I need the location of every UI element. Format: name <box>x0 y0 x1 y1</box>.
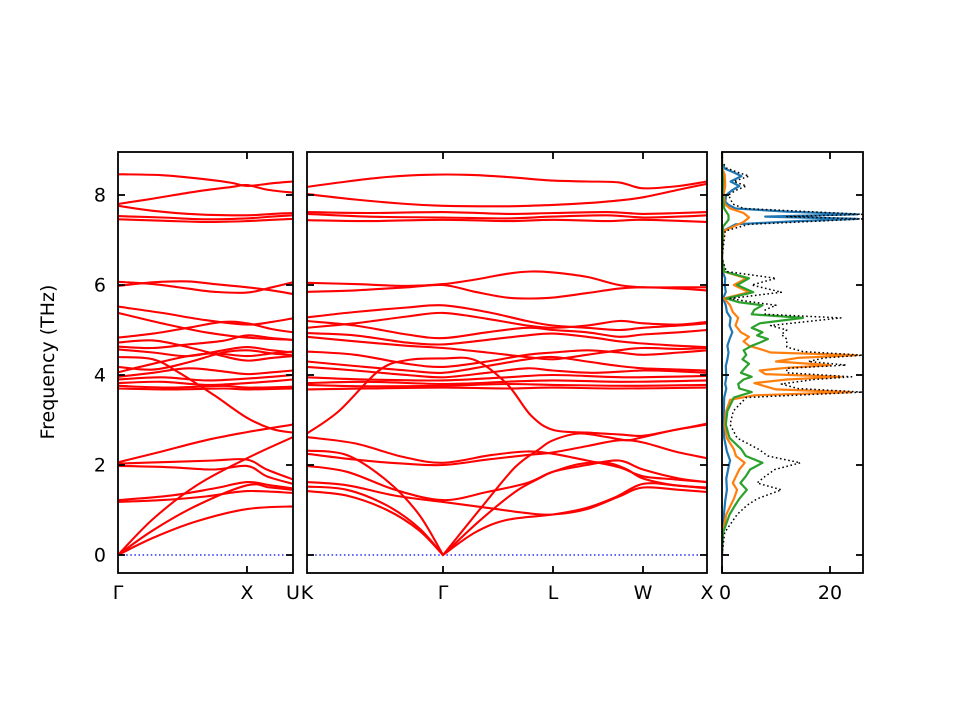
phonon-band <box>307 459 707 502</box>
phonon-band <box>307 379 707 386</box>
phonon-band <box>118 217 293 224</box>
phonon-band <box>307 211 707 215</box>
phonon-band <box>118 373 293 382</box>
phonon-band <box>307 304 707 332</box>
phonon-band <box>307 365 707 379</box>
x-tick-label: X <box>700 582 713 604</box>
phonon-band <box>118 280 293 296</box>
phonon-band <box>307 270 707 289</box>
x-tick-label: L <box>548 582 559 604</box>
phonon-band <box>307 335 707 361</box>
x-tick-label: U <box>286 582 300 604</box>
phonon-band <box>307 373 707 382</box>
phonon-band <box>118 183 293 206</box>
x-tick-label: X <box>240 582 253 604</box>
phonon-band <box>307 439 707 467</box>
x-tick-label: Γ <box>113 582 124 604</box>
y-tick-label: 8 <box>94 185 106 207</box>
y-tick-label: 2 <box>94 455 106 477</box>
phonon-band <box>307 349 707 369</box>
x-tick-label: K <box>301 582 314 604</box>
phonon-band <box>307 386 707 391</box>
phonon-band <box>118 355 293 434</box>
dos-curve-total-dos <box>722 152 863 556</box>
phonon-band <box>307 182 707 208</box>
y-tick-label: 6 <box>94 275 106 297</box>
phonon-band <box>307 319 707 340</box>
y-tick-label: 0 <box>94 545 106 567</box>
phonon-band <box>307 212 707 220</box>
phonon-band <box>118 349 293 371</box>
phonon-band <box>118 464 293 485</box>
phonon-band <box>118 346 293 358</box>
y-axis-label: Frequency (THz) <box>37 285 59 440</box>
phonon-band <box>307 436 707 484</box>
phonon-band <box>307 481 707 516</box>
phonon-band <box>307 382 707 388</box>
phonon-band <box>118 378 293 386</box>
phonon-band <box>118 458 293 481</box>
phonon-band <box>307 311 707 329</box>
x-tick-label: W <box>634 582 653 604</box>
panel-frame <box>721 151 864 574</box>
phonon-band <box>307 173 707 190</box>
phonon-band <box>118 480 293 502</box>
phonon-band <box>307 332 707 349</box>
band-panel-gamma-x-u: 0 2 4 6 8 Γ X U <box>94 151 300 604</box>
phonon-band <box>307 218 707 224</box>
phonon-band <box>118 339 293 362</box>
band-mid-plot-area <box>307 173 707 557</box>
phonon-band <box>118 305 293 326</box>
phonon-band <box>118 505 293 557</box>
dos-curve-partial-dos-1 <box>722 152 859 556</box>
dos-curve-partial-dos-2 <box>722 152 859 556</box>
x-tick-label: Γ <box>438 582 449 604</box>
phonon-band <box>118 204 293 217</box>
phonon-band <box>118 280 293 294</box>
phonon-band <box>307 355 707 374</box>
phonon-band <box>307 485 445 557</box>
phonon-band <box>118 367 293 378</box>
panel-frame <box>306 151 708 574</box>
phonon-band <box>307 449 445 557</box>
dos-panel: 0 20 <box>719 151 864 604</box>
band-left-plot-area <box>118 173 293 557</box>
phonon-band <box>118 387 293 391</box>
x-tick-label: 20 <box>818 582 842 604</box>
phonon-band <box>118 311 293 341</box>
phonon-band <box>118 423 293 464</box>
phonon-band <box>118 214 293 221</box>
panel-frame <box>117 151 294 574</box>
phonon-band <box>118 384 293 389</box>
x-tick-label: 0 <box>719 582 731 604</box>
phonon-band <box>118 173 293 188</box>
phonon-band <box>118 436 293 557</box>
y-tick-label: 4 <box>94 365 106 387</box>
phonon-band <box>441 461 707 557</box>
phonon-band <box>118 489 293 503</box>
